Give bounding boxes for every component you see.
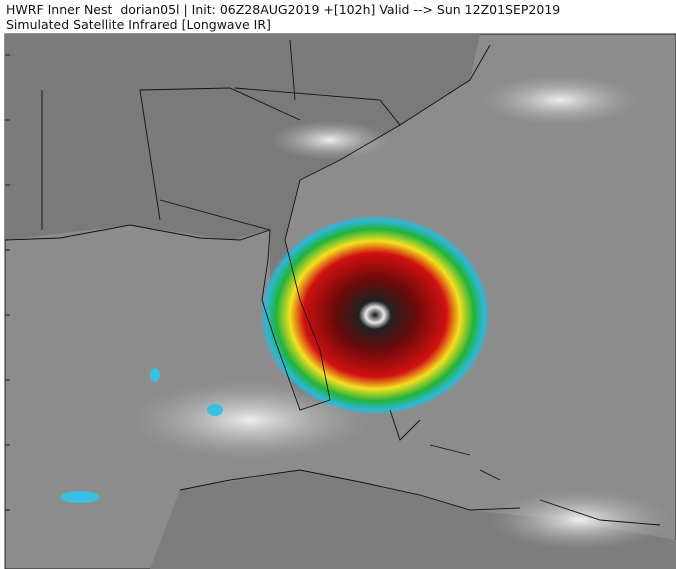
cloud-band — [270, 120, 390, 160]
convection — [60, 491, 100, 503]
frame-ticks — [5, 54, 10, 511]
coastlines — [4, 39, 661, 526]
hurricane — [260, 215, 490, 415]
coastline — [4, 44, 491, 411]
cloud-band — [490, 490, 670, 550]
cloud-band — [480, 75, 640, 125]
bahamas — [389, 409, 501, 481]
convection — [150, 368, 160, 382]
title: HWRF Inner Nest dorian05l | Init: 06Z28A… — [6, 2, 561, 17]
subtitle: Simulated Satellite Infrared [Longwave I… — [6, 17, 271, 32]
cloud-band — [130, 380, 370, 460]
state-borders — [41, 39, 401, 231]
cuba-hispaniola — [179, 469, 661, 526]
convection — [207, 404, 223, 416]
